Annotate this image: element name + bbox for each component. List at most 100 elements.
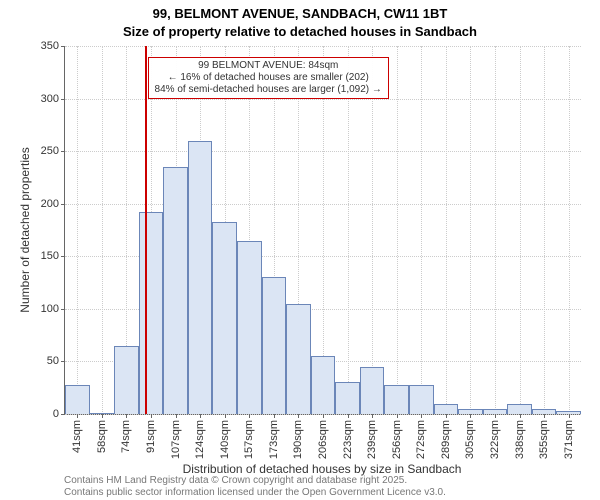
- histogram-bar: [139, 212, 164, 414]
- y-tick-label: 200: [41, 198, 59, 210]
- chart-title-line2: Size of property relative to detached ho…: [0, 24, 600, 39]
- x-tick-label: 41sqm: [71, 420, 83, 453]
- x-tick-mark: [298, 414, 299, 418]
- x-tick-label: 338sqm: [514, 420, 526, 459]
- x-tick-mark: [151, 414, 152, 418]
- x-tick-mark: [495, 414, 496, 418]
- gridline-vertical: [470, 46, 471, 414]
- x-tick-label: 74sqm: [120, 420, 132, 453]
- gridline-vertical: [544, 46, 545, 414]
- x-tick-mark: [569, 414, 570, 418]
- x-tick-mark: [544, 414, 545, 418]
- marker-line: [145, 46, 147, 414]
- plot-area: 05010015020025030035041sqm58sqm74sqm91sq…: [64, 46, 581, 415]
- annotation-line: 84% of semi-detached houses are larger (…: [155, 84, 382, 96]
- annotation-line: ← 16% of detached houses are smaller (20…: [155, 72, 382, 84]
- y-tick-label: 300: [41, 93, 59, 105]
- histogram-bar: [360, 367, 385, 414]
- x-tick-mark: [470, 414, 471, 418]
- x-tick-mark: [77, 414, 78, 418]
- x-tick-mark: [397, 414, 398, 418]
- annotation-line: 99 BELMONT AVENUE: 84sqm: [155, 60, 382, 72]
- histogram-bar: [311, 356, 336, 414]
- x-tick-mark: [200, 414, 201, 418]
- gridline-vertical: [397, 46, 398, 414]
- histogram-bar: [335, 382, 360, 414]
- histogram-bar: [434, 404, 459, 415]
- y-tick-mark: [61, 99, 65, 100]
- x-tick-mark: [372, 414, 373, 418]
- x-tick-label: 272sqm: [415, 420, 427, 459]
- footnote-line2: Contains public sector information licen…: [64, 487, 446, 498]
- histogram-bar: [532, 409, 557, 414]
- x-tick-mark: [323, 414, 324, 418]
- x-tick-mark: [176, 414, 177, 418]
- x-tick-label: 206sqm: [317, 420, 329, 459]
- histogram-bar: [114, 346, 139, 414]
- y-tick-label: 350: [41, 40, 59, 52]
- histogram-bar: [483, 409, 508, 414]
- x-tick-mark: [225, 414, 226, 418]
- y-tick-label: 250: [41, 145, 59, 157]
- histogram-bar: [384, 385, 409, 414]
- x-tick-label: 256sqm: [391, 420, 403, 459]
- histogram-bar: [286, 304, 311, 414]
- gridline-vertical: [102, 46, 103, 414]
- x-tick-mark: [102, 414, 103, 418]
- x-tick-mark: [446, 414, 447, 418]
- x-tick-mark: [421, 414, 422, 418]
- gridline-vertical: [495, 46, 496, 414]
- y-tick-mark: [61, 256, 65, 257]
- x-tick-label: 190sqm: [292, 420, 304, 459]
- histogram-bar: [163, 167, 188, 414]
- footnote-line1: Contains HM Land Registry data © Crown c…: [64, 475, 407, 486]
- y-tick-label: 0: [53, 408, 59, 420]
- gridline-vertical: [446, 46, 447, 414]
- x-tick-mark: [348, 414, 349, 418]
- histogram-bar: [409, 385, 434, 414]
- y-tick-mark: [61, 46, 65, 47]
- annotation-box: 99 BELMONT AVENUE: 84sqm← 16% of detache…: [148, 57, 389, 99]
- histogram-bar: [188, 141, 213, 414]
- x-tick-label: 124sqm: [194, 420, 206, 459]
- x-tick-label: 58sqm: [96, 420, 108, 453]
- x-tick-label: 140sqm: [219, 420, 231, 459]
- x-tick-label: 289sqm: [440, 420, 452, 459]
- histogram-bar: [262, 277, 287, 414]
- histogram-bar: [458, 409, 483, 414]
- x-tick-label: 91sqm: [145, 420, 157, 453]
- x-tick-label: 107sqm: [170, 420, 182, 459]
- x-tick-mark: [249, 414, 250, 418]
- y-tick-label: 100: [41, 303, 59, 315]
- histogram-bar: [556, 411, 581, 414]
- x-tick-label: 239sqm: [366, 420, 378, 459]
- x-tick-label: 223sqm: [342, 420, 354, 459]
- x-axis-label: Distribution of detached houses by size …: [64, 462, 580, 476]
- x-tick-label: 322sqm: [489, 420, 501, 459]
- x-tick-label: 371sqm: [563, 420, 575, 459]
- x-tick-label: 355sqm: [538, 420, 550, 459]
- y-tick-mark: [61, 361, 65, 362]
- x-tick-mark: [520, 414, 521, 418]
- y-tick-mark: [61, 151, 65, 152]
- x-tick-mark: [274, 414, 275, 418]
- gridline-vertical: [348, 46, 349, 414]
- x-tick-label: 305sqm: [464, 420, 476, 459]
- histogram-bar: [212, 222, 237, 414]
- gridline-vertical: [520, 46, 521, 414]
- histogram-bar: [237, 241, 262, 414]
- y-tick-label: 50: [47, 355, 59, 367]
- gridline-vertical: [77, 46, 78, 414]
- y-tick-mark: [61, 204, 65, 205]
- histogram-bar: [507, 404, 532, 415]
- x-tick-label: 173sqm: [268, 420, 280, 459]
- histogram-bar: [90, 413, 115, 414]
- y-axis-label: Number of detached properties: [18, 46, 32, 414]
- chart-title-line1: 99, BELMONT AVENUE, SANDBACH, CW11 1BT: [0, 6, 600, 21]
- y-tick-label: 150: [41, 250, 59, 262]
- chart-container: 99, BELMONT AVENUE, SANDBACH, CW11 1BT S…: [0, 0, 600, 500]
- gridline-vertical: [569, 46, 570, 414]
- histogram-bar: [65, 385, 90, 414]
- y-tick-mark: [61, 414, 65, 415]
- gridline-vertical: [421, 46, 422, 414]
